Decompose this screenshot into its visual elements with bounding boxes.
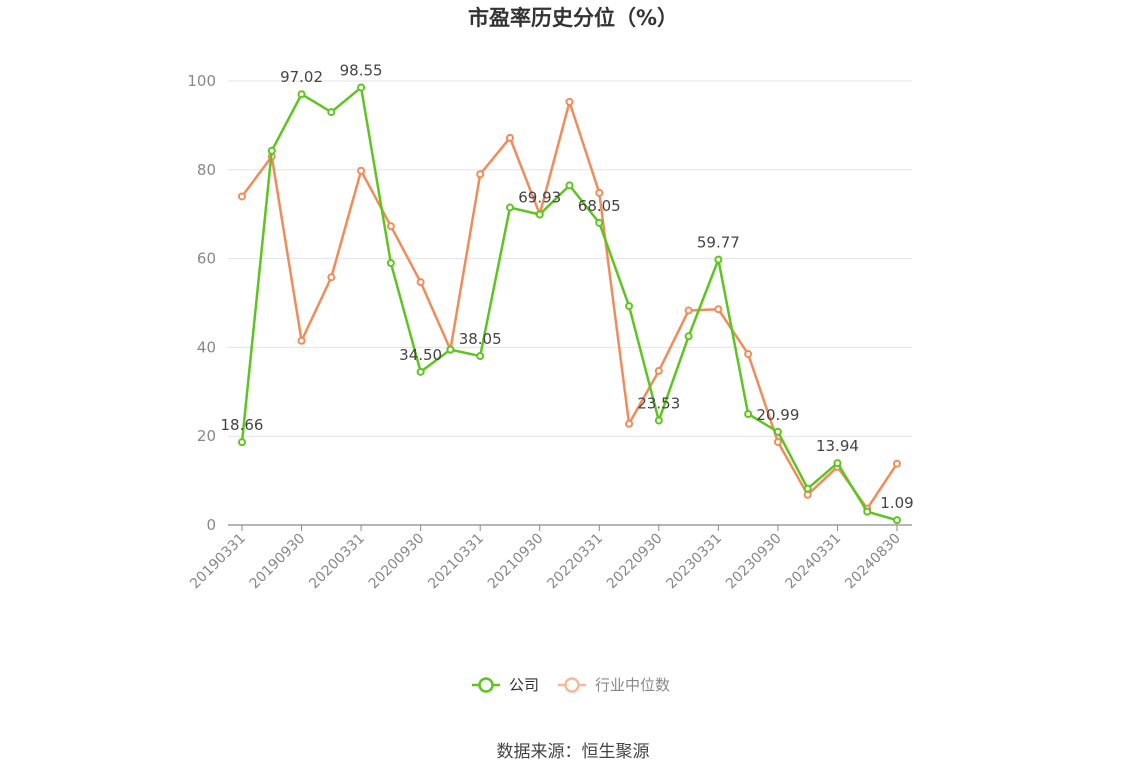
data-point	[238, 438, 246, 447]
data-point	[833, 459, 842, 468]
x-tick-label: 20210930	[485, 531, 547, 593]
data-point	[565, 97, 574, 106]
data-point	[773, 437, 782, 446]
data-label: 20.99	[756, 406, 799, 424]
data-label: 97.02	[280, 68, 323, 86]
grid-lines	[228, 80, 912, 437]
x-tick-label: 20230331	[663, 531, 725, 593]
data-source: 数据来源：恒生聚源	[497, 742, 650, 762]
y-tick-label: 20	[197, 427, 216, 445]
data-point	[625, 419, 634, 428]
legend-item-company[interactable]: 公司	[472, 676, 539, 694]
data-point	[893, 459, 901, 468]
x-tick-label: 20190930	[247, 531, 309, 593]
data-point	[684, 332, 693, 341]
data-point	[595, 188, 604, 197]
data-point	[773, 427, 782, 436]
x-tick-label: 20240830	[842, 531, 904, 593]
data-point	[714, 255, 723, 264]
data-label: 34.50	[399, 346, 442, 364]
data-point	[357, 166, 366, 175]
legend-label: 行业中位数	[595, 676, 670, 694]
data-label: 69.93	[518, 189, 561, 207]
data-point	[714, 305, 723, 314]
legend-marker	[478, 677, 494, 693]
data-point	[863, 507, 872, 516]
data-point	[416, 278, 425, 287]
data-point	[357, 83, 366, 92]
data-point	[476, 170, 485, 179]
data-point	[654, 366, 663, 375]
y-axis: 0 20 40 60 80 100	[187, 72, 216, 534]
series-line	[240, 86, 898, 522]
legend-item-industry-median[interactable]: 行业中位数	[558, 676, 670, 694]
data-point	[595, 218, 604, 227]
x-tick-label: 20200930	[366, 531, 428, 593]
data-point	[803, 490, 812, 499]
data-point	[386, 259, 395, 268]
data-labels: 18.66 97.02 98.55 34.50 38.05 69.93 68.05 23.53…	[221, 61, 914, 512]
x-tick-label: 20220331	[544, 531, 606, 593]
data-point	[505, 203, 514, 212]
x-tick-label: 20220930	[604, 531, 666, 593]
legend-label: 公司	[509, 676, 539, 694]
data-point	[625, 302, 634, 311]
y-tick-label: 100	[187, 72, 216, 90]
data-point	[654, 416, 663, 425]
data-label: 68.05	[578, 197, 621, 215]
x-tick-label: 20230930	[723, 531, 785, 593]
series-company	[238, 83, 901, 525]
data-point	[446, 345, 455, 354]
data-label: 1.09	[880, 494, 913, 512]
data-point	[386, 222, 395, 231]
data-point	[893, 516, 901, 525]
y-tick-label: 0	[206, 516, 216, 534]
series-industry-median	[238, 97, 901, 513]
data-label: 13.94	[816, 437, 859, 455]
data-point	[267, 146, 276, 155]
y-tick-label: 60	[197, 250, 216, 268]
legend-marker	[564, 677, 580, 693]
data-label: 59.77	[697, 234, 740, 252]
chart-title: 市盈率历史分位（%）	[468, 6, 678, 30]
data-label: 38.05	[459, 330, 502, 348]
series-layer	[238, 83, 901, 525]
data-point	[327, 273, 336, 282]
data-point	[238, 192, 246, 201]
data-point	[416, 367, 425, 376]
y-tick-label: 80	[197, 161, 216, 179]
x-tick-label: 20190331	[187, 531, 249, 593]
legend: 公司 行业中位数	[472, 676, 670, 694]
data-point	[476, 352, 485, 361]
y-tick-label: 40	[197, 338, 216, 356]
data-point	[327, 108, 336, 117]
data-point	[744, 410, 753, 418]
x-axis: 2019033120190930202003312020093020210331…	[187, 524, 912, 593]
data-point	[684, 306, 693, 315]
x-tick-label: 20210331	[425, 531, 487, 593]
x-tick-label: 20200331	[306, 531, 368, 593]
data-point	[744, 350, 753, 359]
data-label: 23.53	[637, 395, 680, 413]
data-point	[505, 133, 514, 142]
x-tick-label: 20240331	[783, 531, 845, 593]
series-line	[240, 100, 899, 510]
data-point	[297, 90, 306, 99]
data-point	[297, 336, 306, 345]
data-label: 18.66	[221, 416, 264, 434]
data-point	[803, 484, 812, 493]
data-point	[535, 210, 544, 219]
data-label: 98.55	[340, 61, 383, 79]
data-point	[565, 181, 574, 190]
